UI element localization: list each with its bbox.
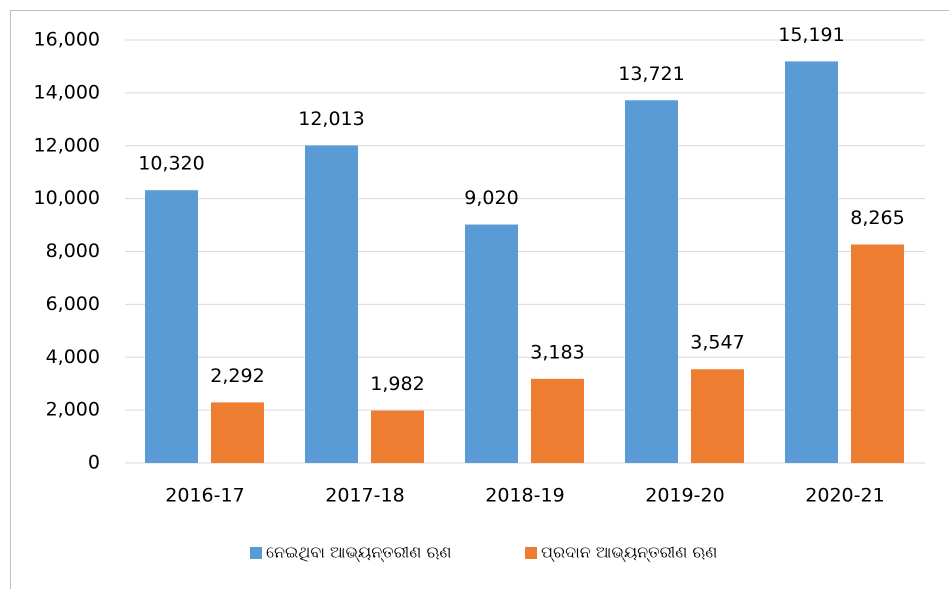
data-label: 15,191 <box>778 24 844 46</box>
bar <box>531 379 584 463</box>
data-label: 1,982 <box>370 373 424 395</box>
data-label: 12,013 <box>298 108 364 130</box>
y-tick-label: 8,000 <box>46 240 100 262</box>
bar <box>145 190 198 463</box>
bar <box>851 244 904 463</box>
data-label: 10,320 <box>138 153 204 175</box>
bar <box>465 225 518 463</box>
bar <box>305 145 358 463</box>
y-tick-label: 2,000 <box>46 399 100 421</box>
bar <box>625 100 678 463</box>
y-tick-label: 10,000 <box>34 187 100 209</box>
x-tick-label: 2019-20 <box>645 485 724 507</box>
bar <box>691 369 744 463</box>
legend-label: ପ୍ରଦାନ ଆଭ୍ୟନ୍ତରୀଣ ଋଣ <box>541 543 717 562</box>
data-label: 8,265 <box>850 207 904 229</box>
legend-swatch <box>525 547 537 559</box>
y-tick-label: 14,000 <box>34 81 100 103</box>
bar <box>211 402 264 463</box>
y-tick-label: 12,000 <box>34 134 100 156</box>
x-tick-label: 2017-18 <box>325 485 404 507</box>
y-tick-label: 4,000 <box>46 346 100 368</box>
x-tick-label: 2016-17 <box>165 485 244 507</box>
y-tick-label: 6,000 <box>46 293 100 315</box>
data-label: 13,721 <box>618 63 684 85</box>
y-tick-label: 16,000 <box>34 29 100 51</box>
x-tick-label: 2020-21 <box>805 485 884 507</box>
x-tick-label: 2018-19 <box>485 485 564 507</box>
y-tick-label: 0 <box>88 452 100 474</box>
legend-swatch <box>250 547 262 559</box>
bar <box>785 61 838 463</box>
data-label: 2,292 <box>210 365 264 387</box>
data-label: 3,183 <box>530 341 584 363</box>
bar <box>371 411 424 463</box>
legend-label: ନେଇଥିବା ଆଭ୍ୟନ୍ତରୀଣ ଋଣ <box>266 543 451 562</box>
data-label: 3,547 <box>690 332 744 354</box>
data-label: 9,020 <box>464 187 518 209</box>
